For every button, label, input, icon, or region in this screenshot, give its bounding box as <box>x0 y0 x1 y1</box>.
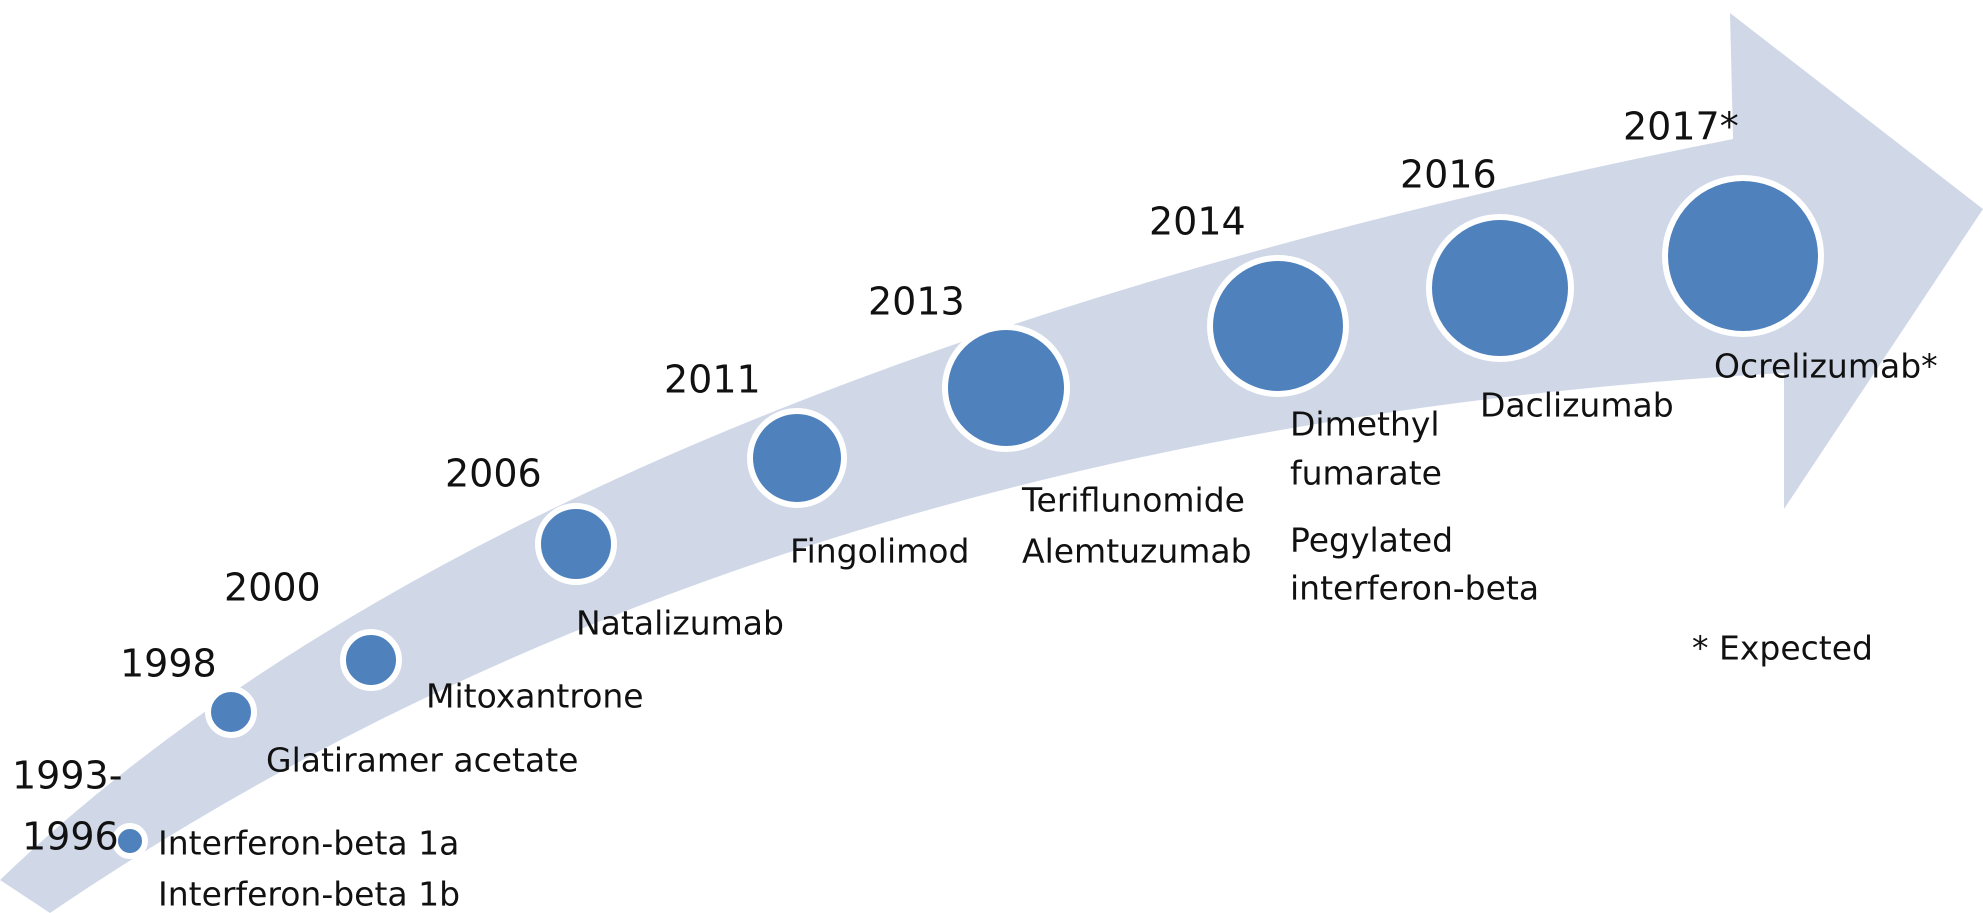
year-label: 2000 <box>224 566 321 610</box>
drug-label: Ocrelizumab* <box>1714 347 1938 386</box>
year-label: 2016 <box>1400 153 1497 197</box>
milestone-dot <box>1662 175 1824 337</box>
drug-label: Mitoxantrone <box>426 677 644 716</box>
year-label: 1996 <box>22 815 119 859</box>
year-label: 2011 <box>664 358 761 402</box>
drug-label: Glatiramer acetate <box>266 741 578 780</box>
milestone-dot <box>942 324 1070 452</box>
milestone-dot <box>205 686 257 738</box>
milestone-dot <box>747 408 847 508</box>
drug-label: Pegylated <box>1290 521 1453 560</box>
note: * Expected <box>1692 629 1873 668</box>
drug-label: Dimethyl <box>1290 405 1440 444</box>
year-label: 2006 <box>445 452 542 496</box>
drug-label: Fingolimod <box>790 532 969 571</box>
drug-label: Interferon-beta 1b <box>158 875 460 913</box>
milestone-dot <box>535 503 617 585</box>
year-label: 2014 <box>1149 200 1246 244</box>
milestone-dot <box>1207 255 1349 397</box>
year-label: 1993- <box>12 754 122 798</box>
drug-label: Interferon-beta 1a <box>158 824 459 863</box>
year-label: 1998 <box>120 642 217 686</box>
drug-label: Teriflunomide <box>1021 481 1245 520</box>
drug-label: interferon-beta <box>1290 569 1539 608</box>
drug-label: Daclizumab <box>1480 386 1674 425</box>
drug-label: Alemtuzumab <box>1022 532 1252 571</box>
year-label: 2013 <box>868 280 965 324</box>
milestone-dot <box>1426 214 1574 362</box>
drug-label: fumarate <box>1290 454 1442 493</box>
year-label: 2017* <box>1623 105 1739 149</box>
milestone-dot <box>340 629 402 691</box>
drug-label: Natalizumab <box>576 604 784 643</box>
milestone-dot <box>112 823 148 859</box>
